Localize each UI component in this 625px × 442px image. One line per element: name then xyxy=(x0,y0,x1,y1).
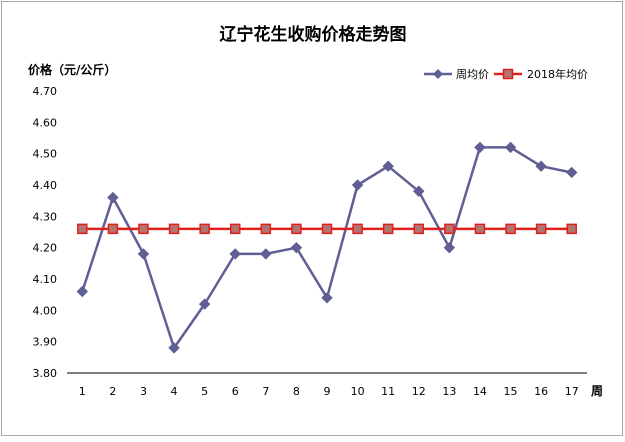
data-point-diamond xyxy=(382,160,394,172)
data-point-diamond xyxy=(413,185,425,197)
x-tick-label: 5 xyxy=(201,385,208,398)
data-point-diamond xyxy=(443,241,456,254)
data-point-diamond xyxy=(535,160,547,172)
y-tick-labels: 3.80 3.90 4.00 4.10 4.20 4.30 4.40 4.50 4.60 4.70 xyxy=(33,85,58,380)
legend-marker-diamond xyxy=(433,69,443,79)
data-point-square xyxy=(352,223,363,235)
data-point-diamond xyxy=(168,342,180,354)
data-point-diamond xyxy=(260,248,272,260)
data-point-diamond xyxy=(290,241,303,254)
data-point-square xyxy=(566,223,577,235)
x-tick-label: 7 xyxy=(262,385,269,398)
x-tick-labels: 1 2 3 4 5 6 7 8 9 10 11 12 13 14 15 16 17 xyxy=(79,385,579,398)
y-tick-label: 4.20 xyxy=(33,242,58,255)
y-tick-label: 3.90 xyxy=(33,336,58,349)
y-axis-label: 价格（元/公斤） xyxy=(28,62,116,77)
y-tick-label: 4.70 xyxy=(33,85,58,98)
data-point-diamond xyxy=(137,248,150,260)
y-tick-label: 4.60 xyxy=(33,116,58,129)
data-point-diamond xyxy=(321,292,333,304)
data-point-square xyxy=(168,223,180,235)
y-tick-label: 3.80 xyxy=(33,367,58,380)
x-tick-label: 1 xyxy=(79,385,86,398)
x-tick-label: 12 xyxy=(412,385,426,398)
x-tick-label: 11 xyxy=(381,385,395,398)
x-tick-label: 8 xyxy=(293,385,300,398)
legend-marker-square xyxy=(502,68,514,80)
x-tick-label: 6 xyxy=(232,385,239,398)
data-point-diamond xyxy=(107,191,119,204)
data-point-square xyxy=(413,223,425,235)
y-tick-label: 4.50 xyxy=(33,148,58,161)
y-tick-label: 4.40 xyxy=(33,179,58,192)
data-point-square xyxy=(260,223,272,235)
data-point-diamond xyxy=(474,141,486,154)
x-tick-label: 3 xyxy=(140,385,147,398)
x-tick-label: 16 xyxy=(534,385,548,398)
x-tick-label: 4 xyxy=(171,385,178,398)
data-point-square xyxy=(382,223,394,235)
data-point-square xyxy=(291,223,302,235)
x-tick-label: 9 xyxy=(324,385,331,398)
data-point-square xyxy=(321,223,333,235)
data-point-diamond xyxy=(504,141,517,154)
x-tick-label: 2 xyxy=(109,385,116,398)
data-point-square xyxy=(77,223,88,235)
series-layer xyxy=(76,141,578,354)
chart-title: 辽宁花生收购价格走势图 xyxy=(220,24,407,45)
x-tick-label: 17 xyxy=(565,385,579,398)
data-point-diamond xyxy=(351,179,364,191)
x-tick-label: 14 xyxy=(473,385,487,398)
x-axis-label: 周 xyxy=(591,384,603,398)
data-point-square xyxy=(199,223,210,235)
data-point-diamond xyxy=(565,166,578,179)
x-tick-label: 13 xyxy=(442,385,456,398)
y-tick-label: 4.00 xyxy=(33,304,58,317)
data-point-square xyxy=(229,223,241,235)
data-point-square xyxy=(138,223,149,235)
data-point-diamond xyxy=(229,248,241,260)
x-tick-label: 15 xyxy=(504,385,518,398)
y-tick-label: 4.30 xyxy=(33,210,58,223)
legend-label: 2018年均价 xyxy=(527,67,588,81)
data-point-diamond xyxy=(76,285,89,298)
data-point-square xyxy=(505,223,516,235)
legend: 周均价 2018年均价 xyxy=(424,67,588,81)
y-tick-label: 4.10 xyxy=(33,273,58,286)
x-tick-label: 10 xyxy=(351,385,365,398)
data-point-square xyxy=(474,223,486,235)
legend-label: 周均价 xyxy=(456,68,489,81)
data-point-square xyxy=(107,223,119,235)
data-point-square xyxy=(444,223,455,235)
data-point-square xyxy=(535,223,547,235)
data-point-diamond xyxy=(198,298,211,310)
